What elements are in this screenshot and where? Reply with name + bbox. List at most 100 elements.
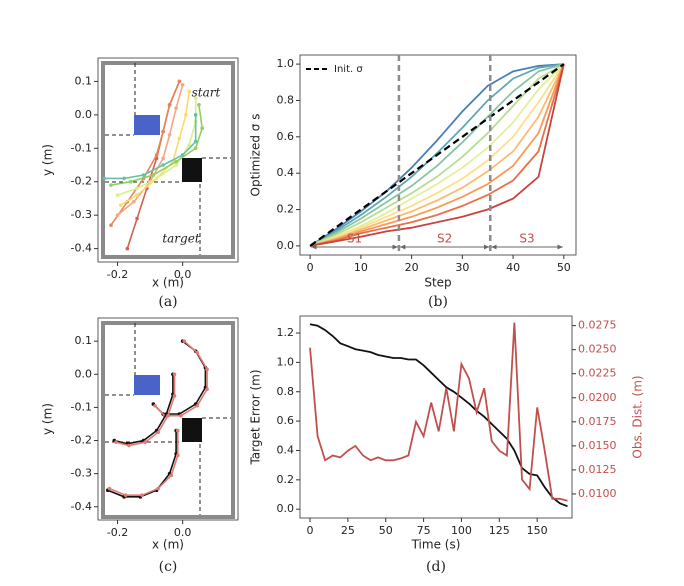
- waypoint: [200, 126, 204, 131]
- y-tick-label: -0.4: [71, 500, 92, 513]
- y-tick-label: 1.0: [277, 355, 295, 368]
- line-series: [309, 63, 564, 247]
- axes-frame: [97, 57, 239, 263]
- waypoint: [169, 473, 174, 478]
- x-tick-label: 0.0: [174, 268, 192, 281]
- waypoint: [153, 403, 157, 408]
- waypoint: [109, 223, 113, 228]
- y2-tick-label: 0.0200: [578, 391, 617, 404]
- waypoint: [175, 453, 180, 458]
- obstacle: [182, 418, 202, 442]
- y-tick-label: 0.6: [277, 130, 295, 143]
- line-series: [309, 63, 564, 247]
- x-tick-label: 10: [354, 261, 368, 274]
- waypoint: [197, 103, 201, 107]
- segment-label: S2: [437, 232, 452, 246]
- y-axis-label: y (m): [41, 144, 55, 176]
- y-tick-label: 1.0: [277, 57, 295, 70]
- y-axis-label: Target Error (m): [249, 369, 263, 465]
- waypoint: [193, 96, 198, 100]
- x-tick-label: 50: [379, 524, 393, 537]
- x-tick-label: 40: [506, 261, 520, 274]
- waypoint: [167, 133, 172, 137]
- x-tick-label: 0: [306, 524, 313, 537]
- caption: (a): [158, 294, 177, 310]
- waypoint: [187, 89, 191, 94]
- x-tick-label: 0.0: [174, 526, 192, 539]
- waypoint: [123, 493, 128, 497]
- boundary-lines: [105, 63, 231, 255]
- waypoint: [132, 200, 136, 204]
- y-tick-label: -0.3: [71, 467, 92, 480]
- x-tick-label: 25: [341, 524, 355, 537]
- waypoint: [141, 173, 146, 177]
- y-tick-label: 0.8: [277, 93, 295, 106]
- x-axis-label: Time (s): [411, 538, 461, 552]
- x-tick-label: -0.2: [107, 526, 128, 539]
- x-tick-label: 20: [405, 261, 419, 274]
- waypoint: [107, 486, 112, 491]
- waypoint: [195, 403, 200, 408]
- line-series: [309, 63, 565, 247]
- y-tick-label: -0.2: [71, 175, 92, 188]
- y-axis-label: y (m): [41, 403, 55, 435]
- waypoint: [115, 213, 120, 217]
- y-tick-label: 0.4: [277, 166, 295, 179]
- waypoint: [174, 163, 178, 167]
- waypoint: [175, 428, 180, 433]
- x-tick-label: 100: [451, 524, 472, 537]
- y2-tick-label: 0.0250: [578, 343, 617, 356]
- waypoint: [184, 113, 188, 117]
- annotation: target: [162, 232, 199, 246]
- line-series: [309, 323, 568, 508]
- waypoint: [180, 153, 185, 157]
- segment-label: S3: [519, 232, 534, 246]
- waypoint: [205, 367, 209, 372]
- waypoint: [156, 430, 161, 435]
- waypoint: [174, 106, 178, 110]
- waypoint: [135, 193, 139, 197]
- y-tick-label: 0.2: [277, 203, 295, 216]
- waypoint: [180, 82, 185, 87]
- waypoint: [193, 113, 198, 117]
- y-axis-label: Optimized σ s: [249, 114, 263, 197]
- x-axis-label: x (m): [152, 538, 184, 552]
- x-tick-label: -0.2: [107, 268, 128, 281]
- y-tick-label: 0.1: [75, 334, 93, 347]
- line-series: [309, 63, 565, 247]
- waypoint: [135, 186, 139, 191]
- y-tick-label: -0.2: [71, 434, 92, 447]
- line-series: [309, 63, 565, 247]
- waypoint: [174, 159, 178, 164]
- waypoint: [167, 103, 172, 107]
- caption: (d): [426, 559, 446, 575]
- x-tick-label: 50: [557, 261, 571, 274]
- y-tick-label: -0.1: [71, 141, 92, 154]
- obstacle: [134, 375, 160, 395]
- caption: (b): [428, 294, 448, 310]
- y-tick-label: 0.2: [277, 473, 295, 486]
- annotation: start: [192, 86, 221, 100]
- y-tick-label: 0.0: [277, 239, 295, 252]
- y2-tick-label: 0.0100: [578, 487, 617, 500]
- waypoint: [205, 387, 209, 391]
- waypoint: [154, 153, 159, 157]
- waypoint: [177, 136, 182, 141]
- line-series: [309, 63, 565, 247]
- segment-label: S1: [347, 232, 362, 246]
- waypoint: [114, 440, 118, 444]
- y2-tick-label: 0.0175: [578, 415, 617, 428]
- waypoint: [161, 163, 165, 167]
- waypoint: [128, 179, 133, 184]
- waypoint: [193, 146, 198, 151]
- y-tick-label: -0.4: [71, 242, 92, 255]
- line-series: [309, 63, 565, 247]
- x-axis-label: x (m): [152, 276, 184, 290]
- y-tick-label: 0.6: [277, 414, 295, 427]
- y-tick-label: -0.1: [71, 400, 92, 413]
- waypoint: [172, 372, 177, 377]
- y2-tick-label: 0.0150: [578, 439, 617, 452]
- obstacle: [134, 115, 160, 135]
- waypoint: [109, 183, 113, 187]
- axes-frame: [97, 317, 239, 521]
